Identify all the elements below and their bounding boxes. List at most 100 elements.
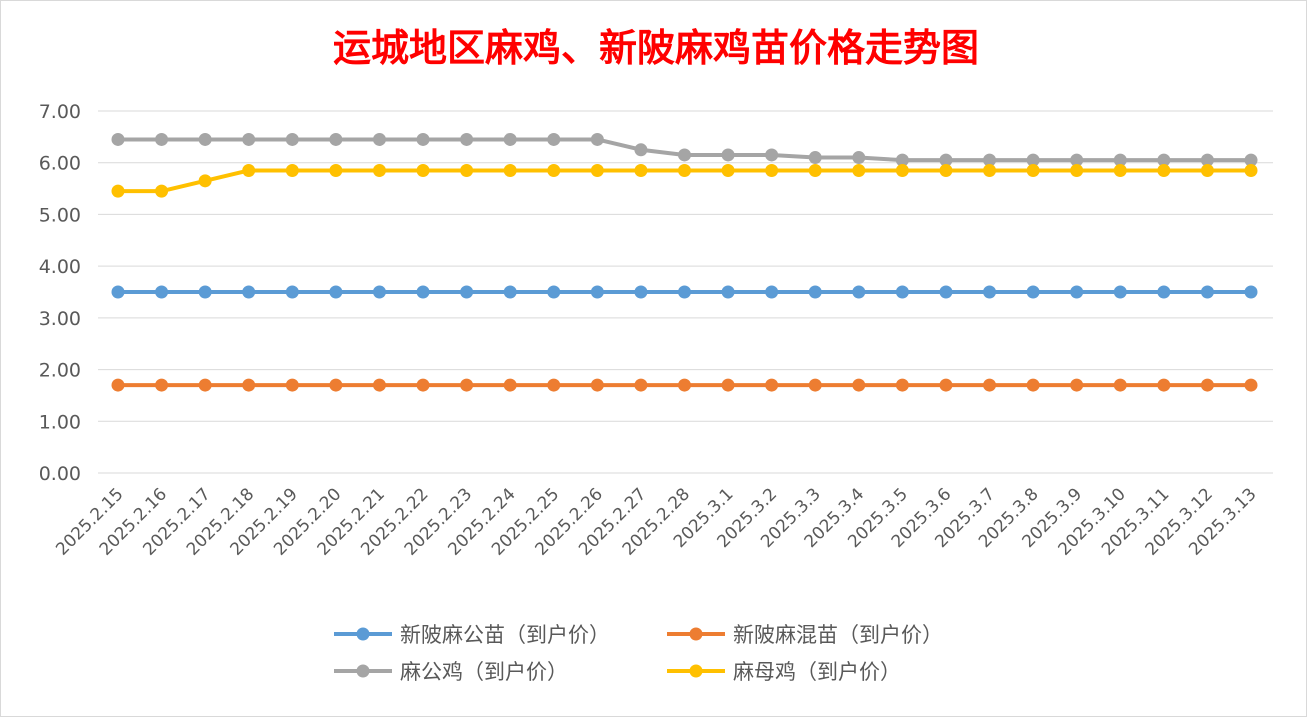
data-point [590, 378, 604, 392]
data-point [460, 378, 474, 392]
y-tick-label: 3.00 [39, 308, 81, 330]
data-point [111, 378, 125, 392]
gridlines [98, 110, 1273, 474]
chart-title: 运城地区麻鸡、新陂麻鸡苗价格走势图 [333, 25, 979, 70]
data-point [242, 163, 256, 177]
data-point [329, 163, 343, 177]
y-axis-ticks: 0.00 1.00 2.00 3.00 4.00 5.00 6.00 7.00 [39, 101, 81, 485]
data-point [678, 163, 691, 177]
legend: 新陂麻公苗（到户价） 新陂麻混苗（到户价） 麻公鸡（到户价） 麻母鸡（到户价） [334, 623, 943, 684]
data-point [460, 285, 474, 299]
data-point [808, 163, 822, 177]
legend-label: 新陂麻混苗（到户价） [733, 623, 943, 647]
data-point [939, 153, 953, 167]
data-point [895, 163, 909, 177]
data-point [329, 378, 343, 392]
data-point [1244, 285, 1258, 299]
data-point [155, 184, 169, 198]
y-tick-label: 4.00 [39, 256, 81, 278]
data-point [198, 285, 212, 299]
data-point [111, 132, 125, 146]
data-point [416, 378, 430, 392]
data-point [1244, 378, 1258, 392]
data-point [1026, 378, 1040, 392]
data-point [721, 148, 735, 162]
data-point [503, 285, 517, 299]
data-point [634, 378, 648, 392]
data-point [983, 378, 997, 392]
series-3 [111, 132, 1258, 167]
data-point [808, 378, 822, 392]
data-point [198, 174, 212, 188]
data-point [852, 285, 866, 299]
data-point [1157, 285, 1171, 299]
data-point [1026, 285, 1040, 299]
data-point [1200, 153, 1214, 167]
data-point [155, 285, 169, 299]
data-point [852, 151, 866, 165]
data-point [329, 132, 343, 146]
data-point [895, 153, 909, 167]
legend-label: 麻母鸡（到户价） [733, 660, 901, 684]
data-point [547, 378, 561, 392]
legend-item: 新陂麻公苗（到户价） [334, 623, 610, 647]
data-point [765, 148, 779, 162]
data-point [895, 378, 909, 392]
data-point [1200, 285, 1214, 299]
data-point [1070, 378, 1084, 392]
data-point [765, 378, 779, 392]
data-point [242, 285, 256, 299]
data-point [372, 132, 386, 146]
data-point [111, 285, 125, 299]
data-point [242, 132, 256, 146]
data-point [198, 378, 212, 392]
data-point [634, 163, 648, 177]
data-point [1026, 163, 1040, 177]
series-1 [111, 285, 1258, 299]
data-point [939, 285, 953, 299]
data-point [1070, 285, 1084, 299]
y-tick-label: 5.00 [39, 204, 81, 226]
data-point [983, 285, 997, 299]
data-point [416, 132, 430, 146]
data-point [372, 163, 386, 177]
data-point [155, 132, 169, 146]
data-point [111, 184, 125, 198]
y-tick-label: 7.00 [39, 101, 81, 123]
data-point [1113, 285, 1127, 299]
data-point [721, 163, 735, 177]
legend-label: 麻公鸡（到户价） [400, 660, 568, 684]
data-point [983, 153, 997, 167]
data-point [285, 378, 299, 392]
data-point [198, 132, 212, 146]
data-point [590, 285, 604, 299]
data-point [1026, 153, 1040, 167]
data-point [285, 132, 299, 146]
legend-item: 麻母鸡（到户价） [667, 660, 901, 684]
data-point [1157, 153, 1171, 167]
y-tick-label: 1.00 [39, 411, 81, 433]
data-point [590, 132, 604, 146]
data-point [939, 163, 953, 177]
data-point [1244, 153, 1258, 167]
data-point [808, 285, 822, 299]
data-point [285, 163, 299, 177]
data-point [939, 378, 953, 392]
data-point [634, 285, 648, 299]
legend-swatch-marker [356, 627, 370, 641]
legend-swatch-marker [689, 664, 703, 678]
data-point [242, 378, 256, 392]
data-point [1113, 163, 1127, 177]
data-point [1113, 378, 1127, 392]
data-point [503, 378, 517, 392]
data-point [765, 163, 779, 177]
data-point [721, 285, 735, 299]
data-point [372, 285, 386, 299]
series-2 [111, 378, 1258, 392]
legend-label: 新陂麻公苗（到户价） [400, 623, 610, 647]
data-point [460, 132, 474, 146]
data-point [1244, 163, 1258, 177]
data-point [1113, 153, 1127, 167]
series-4 [111, 163, 1258, 198]
